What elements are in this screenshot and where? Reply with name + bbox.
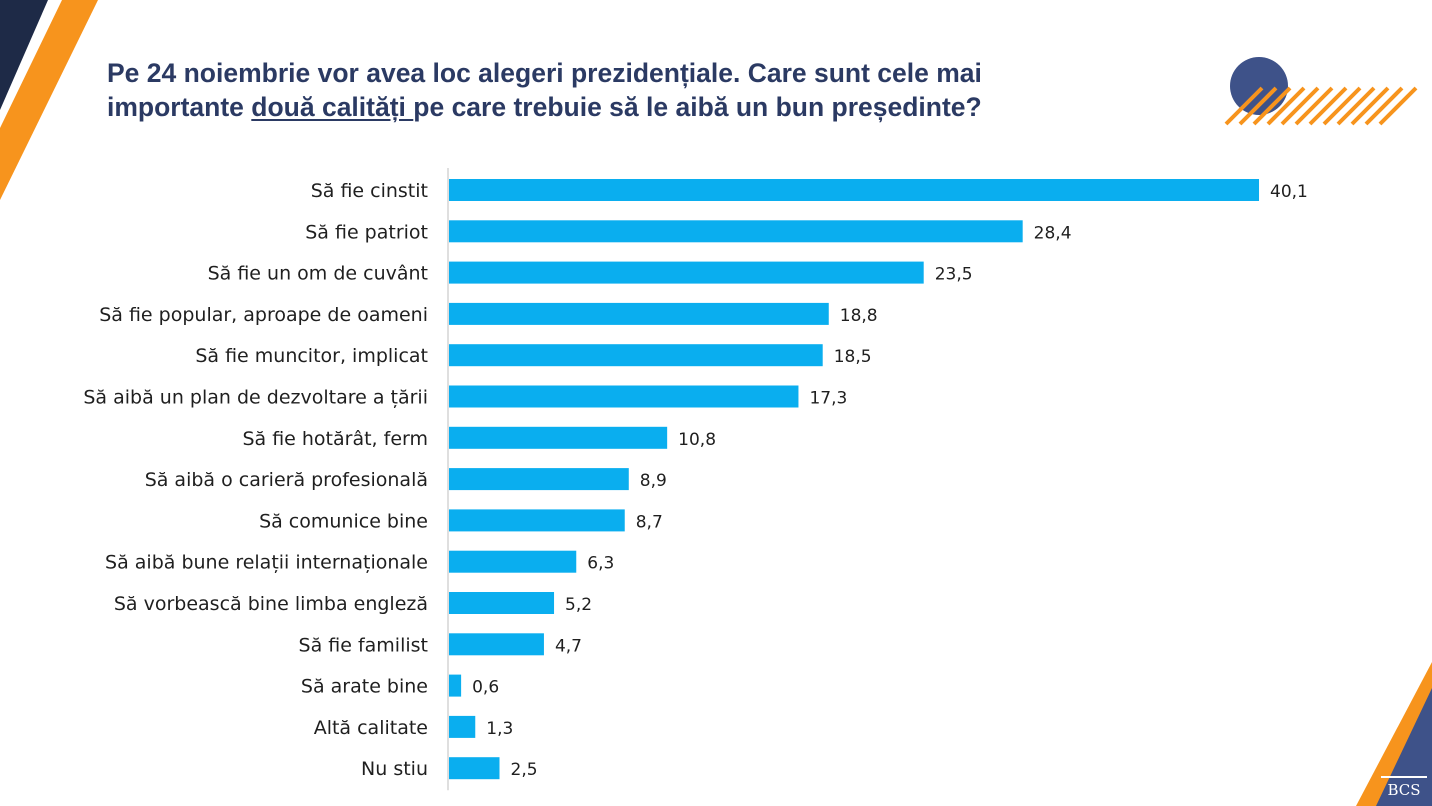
bar xyxy=(449,468,629,491)
value-label: 18,8 xyxy=(840,306,878,326)
category-label: Să fie cinstit xyxy=(311,180,428,202)
category-label: Să fie hotărât, ferm xyxy=(242,428,428,450)
value-label: 10,8 xyxy=(678,430,716,450)
bar xyxy=(449,633,544,656)
bar xyxy=(449,261,924,284)
bar xyxy=(449,674,462,697)
bar xyxy=(449,179,1260,201)
bcs-logo: BCS xyxy=(1381,776,1427,802)
title-line-1: Pe 24 noiembrie vor avea loc alegeri pre… xyxy=(107,58,982,88)
value-label: 1,3 xyxy=(486,719,513,739)
category-label: Să fie popular, aproape de oameni xyxy=(99,304,428,326)
value-label: 23,5 xyxy=(935,265,973,285)
category-label: Să aibă o carieră profesională xyxy=(145,469,428,491)
category-label: Să fie un om de cuvânt xyxy=(208,263,428,285)
value-label: 8,9 xyxy=(640,471,667,491)
bar xyxy=(449,344,823,367)
bar xyxy=(449,426,668,449)
bar xyxy=(449,220,1023,243)
value-label: 40,1 xyxy=(1270,182,1308,202)
bar xyxy=(449,302,829,325)
category-label: Nu stiu xyxy=(361,758,428,780)
title-line-2-start: importante xyxy=(107,92,252,122)
bar xyxy=(449,550,577,573)
category-label: Să vorbească bine limba engleză xyxy=(114,593,428,615)
bar xyxy=(449,757,500,780)
bar xyxy=(449,385,799,408)
value-label: 5,2 xyxy=(565,595,592,615)
bar xyxy=(449,509,625,532)
category-label: Să aibă bune relații internaționale xyxy=(105,552,428,574)
value-label: 2,5 xyxy=(511,760,538,780)
value-label: 28,4 xyxy=(1034,223,1072,243)
title-line-2-end: pe care trebuie să le aibă un bun președ… xyxy=(413,92,982,122)
category-label: Altă calitate xyxy=(314,717,428,739)
value-label: 6,3 xyxy=(587,554,614,574)
value-label: 18,5 xyxy=(834,347,872,367)
value-label: 4,7 xyxy=(555,636,582,656)
bar xyxy=(449,715,476,738)
category-label: Să fie familist xyxy=(299,634,428,656)
title-underlined-phrase: două calități xyxy=(251,92,414,122)
page-title: Pe 24 noiembrie vor avea loc alegeri pre… xyxy=(107,56,1157,124)
category-label: Să comunice bine xyxy=(259,510,428,532)
value-label: 0,6 xyxy=(472,678,499,698)
category-label: Să arate bine xyxy=(301,676,428,698)
category-label: Să fie patriot xyxy=(305,221,428,243)
category-label: Să fie muncitor, implicat xyxy=(195,345,428,367)
value-label: 8,7 xyxy=(636,512,663,532)
bar xyxy=(449,592,555,614)
category-label: Să aibă un plan de dezvoltare a țării xyxy=(83,387,428,409)
value-label: 17,3 xyxy=(809,389,847,409)
